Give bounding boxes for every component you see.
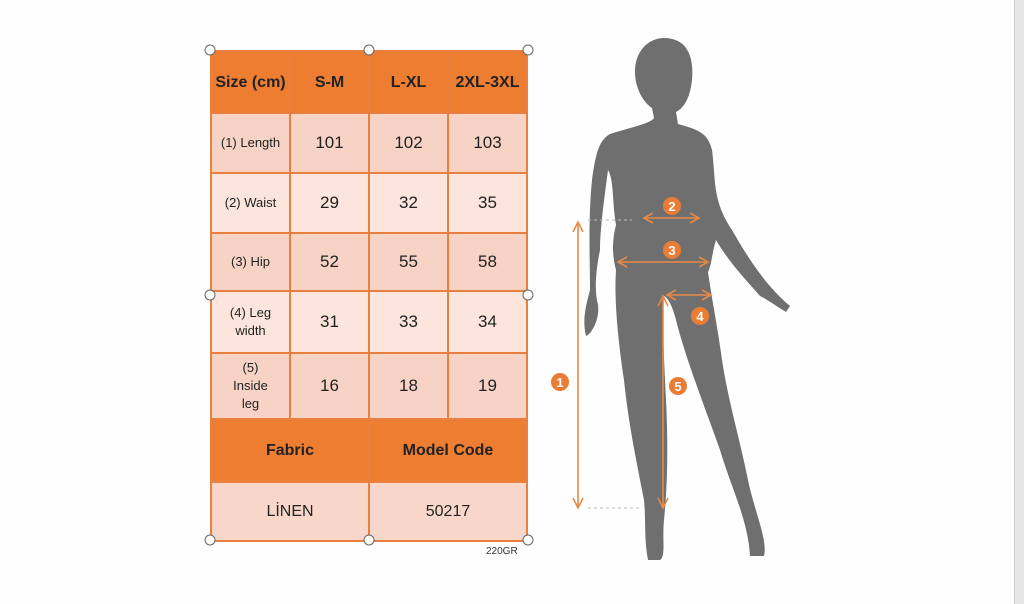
svg-text:4: 4 bbox=[696, 309, 704, 324]
resize-handle-bottom-left[interactable] bbox=[204, 534, 216, 546]
fabric-weight-note: 220GR bbox=[486, 546, 518, 557]
cell: 35 bbox=[447, 172, 528, 234]
cell: 102 bbox=[368, 112, 449, 174]
row-label: (2) Waist bbox=[210, 172, 291, 234]
table-row: (5) Inside leg 16 18 19 bbox=[210, 352, 528, 420]
table-row: (2) Waist 29 32 35 bbox=[210, 172, 528, 234]
measurement-arrows bbox=[572, 212, 713, 510]
cell: 18 bbox=[368, 352, 449, 420]
header-s-m: S-M bbox=[289, 50, 370, 114]
resize-handle-right[interactable] bbox=[522, 289, 534, 301]
cell: 19 bbox=[447, 352, 528, 420]
table-row: (4) Leg width 31 33 34 bbox=[210, 290, 528, 354]
table-row: (3) Hip 52 55 58 bbox=[210, 232, 528, 292]
cell: 16 bbox=[289, 352, 370, 420]
cell: 29 bbox=[289, 172, 370, 234]
marker-5: 5 bbox=[669, 377, 687, 395]
svg-text:1: 1 bbox=[556, 375, 563, 390]
resize-handle-top[interactable] bbox=[363, 44, 375, 56]
guide-lines bbox=[588, 219, 640, 509]
svg-text:5: 5 bbox=[674, 379, 681, 394]
cell: 33 bbox=[368, 290, 449, 354]
cell: 58 bbox=[447, 232, 528, 292]
header-size: Size (cm) bbox=[210, 50, 291, 114]
marker-4: 4 bbox=[691, 307, 709, 325]
cell: 103 bbox=[447, 112, 528, 174]
vertical-scrollbar[interactable] bbox=[1014, 0, 1024, 604]
resize-handle-bottom-right[interactable] bbox=[522, 534, 534, 546]
size-chart-table[interactable]: Size (cm) S-M L-XL 2XL-3XL (1) Length 10… bbox=[210, 50, 528, 542]
table-row: (1) Length 101 102 103 bbox=[210, 112, 528, 174]
row-label: (4) Leg width bbox=[210, 290, 291, 354]
cell: 52 bbox=[289, 232, 370, 292]
body-measurement-figure: 1 2 3 4 5 bbox=[551, 38, 790, 560]
cell: 101 bbox=[289, 112, 370, 174]
resize-handle-bottom[interactable] bbox=[363, 534, 375, 546]
cell: 32 bbox=[368, 172, 449, 234]
woman-silhouette bbox=[584, 38, 790, 560]
row-label: (1) Length bbox=[210, 112, 291, 174]
cell: 55 bbox=[368, 232, 449, 292]
header-fabric: Fabric bbox=[210, 418, 370, 483]
marker-3: 3 bbox=[663, 241, 681, 259]
header-2xl-3xl: 2XL-3XL bbox=[447, 50, 528, 114]
cell: 34 bbox=[447, 290, 528, 354]
cell: 31 bbox=[289, 290, 370, 354]
marker-1: 1 bbox=[551, 373, 569, 391]
svg-text:3: 3 bbox=[668, 243, 675, 258]
marker-2: 2 bbox=[663, 197, 681, 215]
resize-handle-top-left[interactable] bbox=[204, 44, 216, 56]
resize-handle-top-right[interactable] bbox=[522, 44, 534, 56]
header-model-code: Model Code bbox=[368, 418, 528, 483]
resize-handle-left[interactable] bbox=[204, 289, 216, 301]
header-l-xl: L-XL bbox=[368, 50, 449, 114]
row-label: (3) Hip bbox=[210, 232, 291, 292]
fabric-value: LİNEN bbox=[210, 481, 370, 542]
svg-text:2: 2 bbox=[668, 199, 675, 214]
model-code-value: 50217 bbox=[368, 481, 528, 542]
row-label: (5) Inside leg bbox=[210, 352, 291, 420]
